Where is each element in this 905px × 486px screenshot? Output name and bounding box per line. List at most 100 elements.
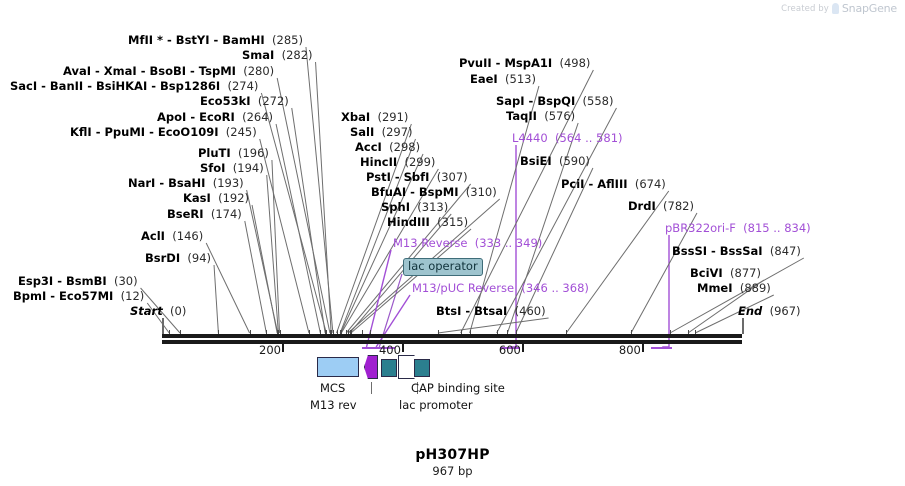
enzyme-position: (307) xyxy=(429,170,468,184)
enzyme-label[interactable]: BtsI - BtsaI (460) xyxy=(436,305,546,318)
enzyme-label[interactable]: HincII (299) xyxy=(360,156,435,169)
enzyme-name: SphI xyxy=(381,200,410,214)
site-hash-mark xyxy=(349,330,351,334)
axis-tick-label: 600 xyxy=(498,343,521,357)
primer-bar[interactable] xyxy=(369,347,395,349)
enzyme-label[interactable]: DrdI (782) xyxy=(628,200,694,213)
site-hash-mark xyxy=(347,330,349,334)
enzyme-label[interactable]: HindIII (315) xyxy=(387,216,468,229)
site-hash-mark xyxy=(670,330,672,334)
enzyme-label[interactable]: EaeI (513) xyxy=(470,73,536,86)
enzyme-label[interactable]: SacI - BanII - BsiHKAI - Bsp1286I (274) xyxy=(10,80,258,93)
feature-glyph[interactable] xyxy=(317,357,359,377)
enzyme-name: KflI - PpuMI - EcoO109I xyxy=(70,125,219,139)
enzyme-label[interactable]: TaqII (576) xyxy=(506,110,575,123)
enzyme-label[interactable]: SfoI (194) xyxy=(200,162,264,175)
primer-bar[interactable] xyxy=(500,347,520,349)
site-hash-mark xyxy=(350,330,352,334)
snapgene-watermark: Created by SnapGene xyxy=(781,2,897,15)
enzyme-name: BfuAI - BspMI xyxy=(371,185,459,199)
site-hash-mark xyxy=(695,330,697,334)
enzyme-label[interactable]: BseRI (174) xyxy=(167,208,242,221)
enzyme-label[interactable]: BciVI (877) xyxy=(690,267,761,280)
enzyme-label[interactable]: AclI (146) xyxy=(141,230,203,243)
enzyme-label[interactable]: XbaI (291) xyxy=(341,111,408,124)
enzyme-name: XbaI xyxy=(341,110,371,124)
terminal-name: Start xyxy=(130,304,163,318)
enzyme-position: (30) xyxy=(106,274,138,288)
enzyme-name: PvuII - MspA1I xyxy=(459,56,553,70)
snapgene-logo-icon xyxy=(831,3,839,14)
enzyme-label[interactable]: NarI - BsaHI (193) xyxy=(128,177,244,190)
axis-endcap xyxy=(742,318,744,334)
primer-label[interactable]: M13 Reverse (333 .. 349) xyxy=(393,237,542,250)
enzyme-label[interactable]: PciI - AflIII (674) xyxy=(561,178,666,191)
enzyme-label[interactable]: SalI (297) xyxy=(350,126,413,139)
enzyme-label[interactable]: BpmI - Eco57MI (12) xyxy=(13,290,144,303)
enzyme-label[interactable]: ApoI - EcoRI (264) xyxy=(157,111,273,124)
primer-name: M13/pUC Reverse xyxy=(412,281,515,295)
feature-glyph[interactable] xyxy=(414,359,430,377)
primer-range: (333 .. 349) xyxy=(467,236,543,250)
primer-name: L4440 xyxy=(512,131,548,145)
site-hash-mark xyxy=(277,330,279,334)
enzyme-label[interactable]: MmeI (889) xyxy=(697,282,771,295)
enzyme-name: Esp3I - BsmBI xyxy=(18,274,107,288)
enzyme-name: DrdI xyxy=(628,199,656,213)
axis-tick xyxy=(401,344,404,352)
plasmid-length: 967 bp xyxy=(432,464,473,478)
enzyme-label[interactable]: PstI - SbfI (307) xyxy=(366,171,468,184)
feature-label[interactable]: M13 rev xyxy=(310,398,357,412)
enzyme-position: (194) xyxy=(225,161,264,175)
enzyme-label[interactable]: SapI - BspQI (558) xyxy=(496,95,613,108)
enzyme-position: (12) xyxy=(113,289,145,303)
feature-glyph[interactable] xyxy=(364,355,378,379)
enzyme-position: (196) xyxy=(230,146,269,160)
primer-label[interactable]: L4440 (564 .. 581) xyxy=(512,132,623,145)
enzyme-label[interactable]: SphI (313) xyxy=(381,201,448,214)
primer-bar[interactable] xyxy=(650,347,673,349)
enzyme-name: BciVI xyxy=(690,266,723,280)
terminal-name: End xyxy=(738,304,763,318)
enzyme-label[interactable]: BsiEI (590) xyxy=(520,155,590,168)
terminal-label[interactable]: End (967) xyxy=(738,305,801,318)
enzyme-label[interactable]: KflI - PpuMI - EcoO109I (245) xyxy=(70,126,257,139)
primer-label[interactable]: pBR322ori-F (815 .. 834) xyxy=(665,222,811,235)
feature-label-stem xyxy=(417,382,418,394)
enzyme-label[interactable]: PvuII - MspA1I (498) xyxy=(459,57,590,70)
primer-label[interactable]: M13/pUC Reverse (346 .. 368) xyxy=(412,282,589,295)
site-hash-mark xyxy=(336,330,338,334)
site-hash-mark xyxy=(515,330,517,334)
site-hash-mark xyxy=(249,330,251,334)
enzyme-label[interactable]: BfuAI - BspMI (310) xyxy=(371,186,497,199)
site-hash-mark xyxy=(369,330,371,334)
enzyme-label[interactable]: SmaI (282) xyxy=(242,49,313,62)
enzyme-position: (297) xyxy=(374,125,413,139)
feature-label[interactable]: CAP binding site xyxy=(411,381,505,395)
enzyme-label[interactable]: Esp3I - BsmBI (30) xyxy=(18,275,138,288)
site-hash-mark xyxy=(346,330,348,334)
enzyme-label[interactable]: BsrDI (94) xyxy=(145,252,211,265)
feature-glyph[interactable] xyxy=(381,359,397,377)
enzyme-position: (291) xyxy=(370,110,409,124)
lac-operator-callout[interactable]: lac operator xyxy=(403,258,483,276)
site-hash-mark xyxy=(325,330,327,334)
enzyme-label[interactable]: MfII * - BstYI - BamHI (285) xyxy=(128,34,303,47)
enzyme-label[interactable]: PluTI (196) xyxy=(198,147,269,160)
enzyme-name: BpmI - Eco57MI xyxy=(13,289,114,303)
enzyme-label[interactable]: KasI (192) xyxy=(183,192,249,205)
enzyme-position: (498) xyxy=(552,56,591,70)
enzyme-label[interactable]: BssSI - BssSaI (847) xyxy=(672,245,801,258)
enzyme-label[interactable]: AccI (298) xyxy=(355,141,420,154)
site-hash-mark xyxy=(279,330,281,334)
site-hash-mark xyxy=(507,330,509,334)
feature-label[interactable]: MCS xyxy=(320,381,346,395)
enzyme-label[interactable]: Eco53kI (272) xyxy=(200,95,289,108)
enzyme-position: (298) xyxy=(381,140,421,154)
enzyme-name: NarI - BsaHI xyxy=(128,176,206,190)
terminal-label[interactable]: Start (0) xyxy=(130,305,186,318)
enzyme-position: (193) xyxy=(205,176,244,190)
enzyme-label[interactable]: AvaI - XmaI - BsoBI - TspMI (280) xyxy=(63,65,274,78)
enzyme-name: BtsI - BtsaI xyxy=(436,304,508,318)
feature-label[interactable]: lac promoter xyxy=(399,398,473,412)
